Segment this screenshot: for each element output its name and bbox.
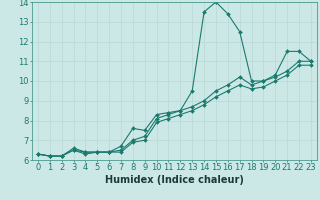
X-axis label: Humidex (Indice chaleur): Humidex (Indice chaleur) (105, 175, 244, 185)
